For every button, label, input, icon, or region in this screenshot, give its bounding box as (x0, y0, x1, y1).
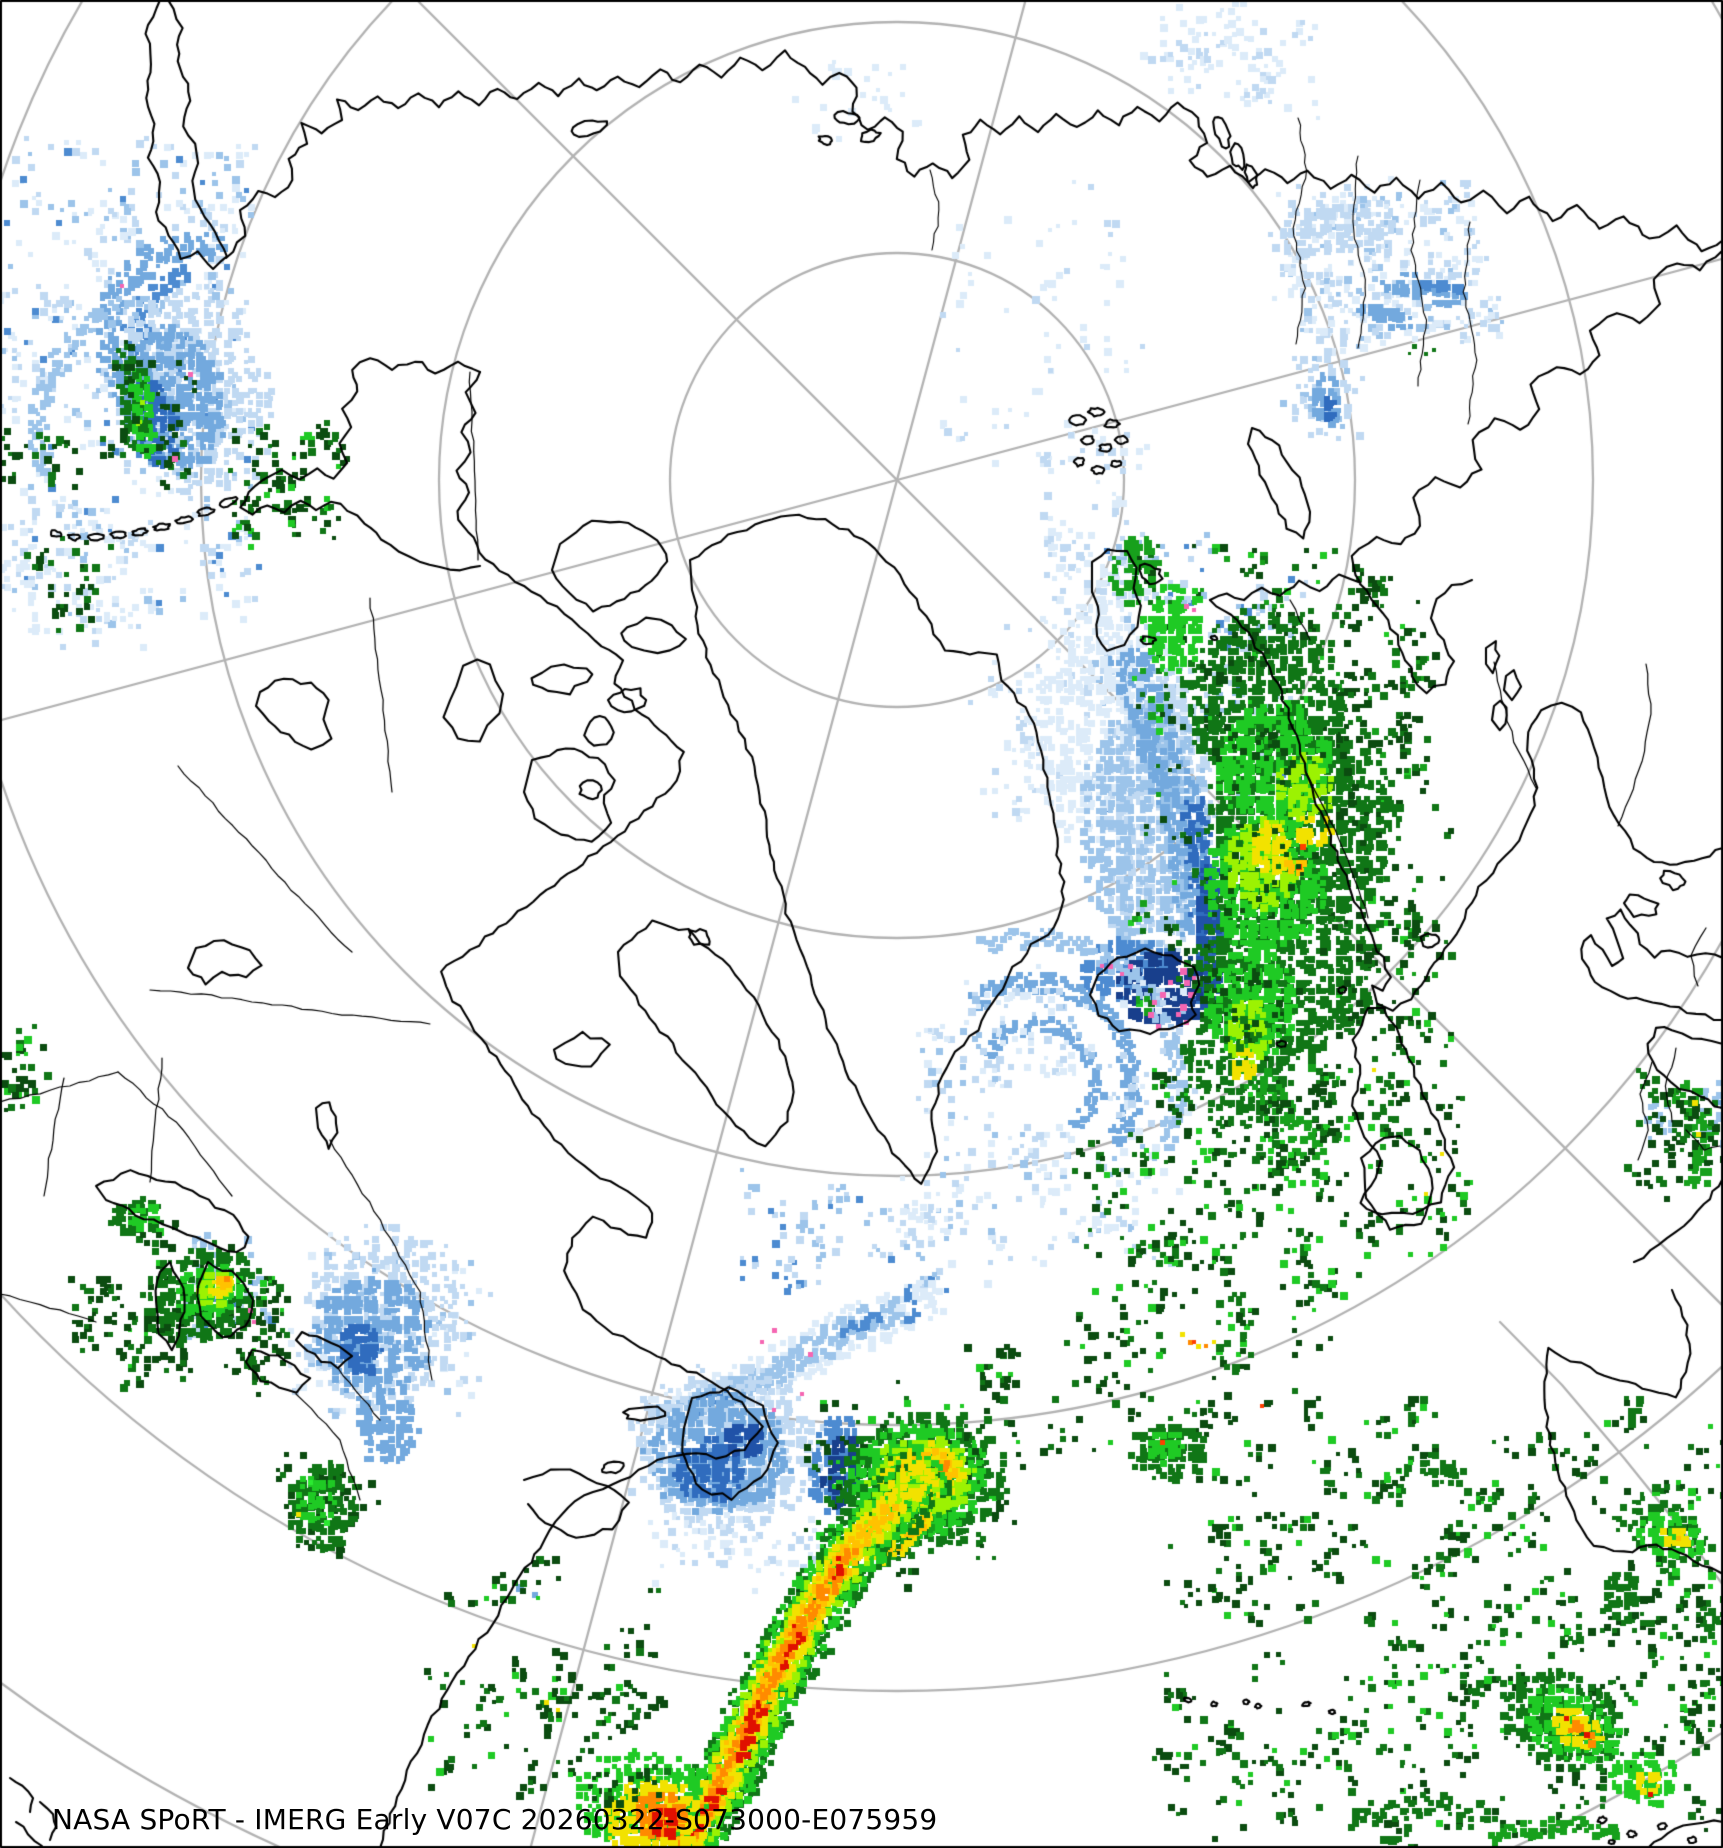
map-caption: NASA SPoRT - IMERG Early V07C 20260322-S… (52, 1803, 938, 1836)
